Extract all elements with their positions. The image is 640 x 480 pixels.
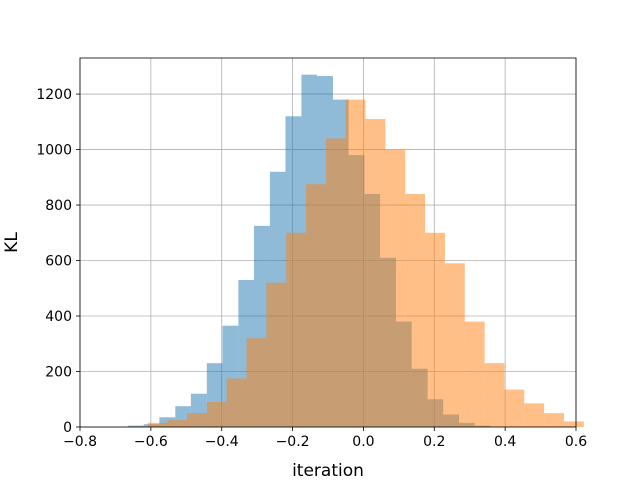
histogram-bar	[226, 378, 247, 427]
histogram-bar	[306, 184, 326, 427]
x-tick-label: −0.8	[63, 434, 97, 450]
histogram-bar	[464, 321, 485, 427]
x-tick-label: 0.2	[423, 434, 445, 450]
histogram-bar	[544, 413, 564, 427]
y-tick-label: 1200	[36, 87, 72, 103]
histogram-bar	[186, 413, 207, 427]
y-tick-label: 600	[45, 254, 72, 270]
histogram-bar	[365, 119, 386, 427]
histogram-bar	[444, 263, 465, 427]
histogram-bar	[147, 422, 168, 427]
histogram-bar	[286, 232, 307, 427]
histogram-bar	[484, 363, 505, 427]
x-tick-label: −0.6	[134, 434, 168, 450]
y-tick-label: 200	[45, 365, 72, 381]
histogram-bar	[325, 138, 346, 427]
histogram-bar	[167, 420, 187, 427]
x-tick-label: 0.4	[494, 434, 516, 450]
histogram-bar	[206, 402, 227, 427]
plot-frame	[79, 57, 577, 428]
y-tick-label: 1000	[36, 143, 72, 159]
x-tick-label: 0.6	[565, 434, 587, 450]
histogram-bar	[246, 338, 267, 427]
x-axis-label: iteration	[292, 461, 364, 480]
histogram-bar	[345, 99, 366, 427]
histogram-bar	[563, 421, 584, 427]
y-tick-label: 400	[45, 309, 72, 325]
histogram-series-1	[127, 99, 584, 427]
histogram-bar	[425, 232, 445, 427]
histogram-bar	[127, 425, 144, 427]
y-axis: 0 200 400 600 800 1000 1200	[36, 87, 80, 436]
histogram-bar	[504, 389, 525, 427]
x-tick-label: −0.2	[276, 434, 310, 450]
histogram-bar	[385, 149, 406, 427]
y-tick-label: 0	[63, 420, 72, 436]
y-axis-label: KL	[2, 232, 22, 253]
histogram-bar	[405, 193, 426, 427]
x-tick-label: 0.0	[352, 434, 374, 450]
histogram-bars	[127, 74, 584, 428]
x-tick-label: −0.4	[205, 434, 239, 450]
histogram-bar	[159, 417, 176, 427]
histogram-bar	[266, 282, 287, 427]
y-tick-label: 800	[45, 198, 72, 214]
x-axis: −0.8 −0.6 −0.4 −0.2 0.0 0.2 0.4 0.6	[63, 427, 587, 450]
histogram-bar	[524, 403, 545, 427]
